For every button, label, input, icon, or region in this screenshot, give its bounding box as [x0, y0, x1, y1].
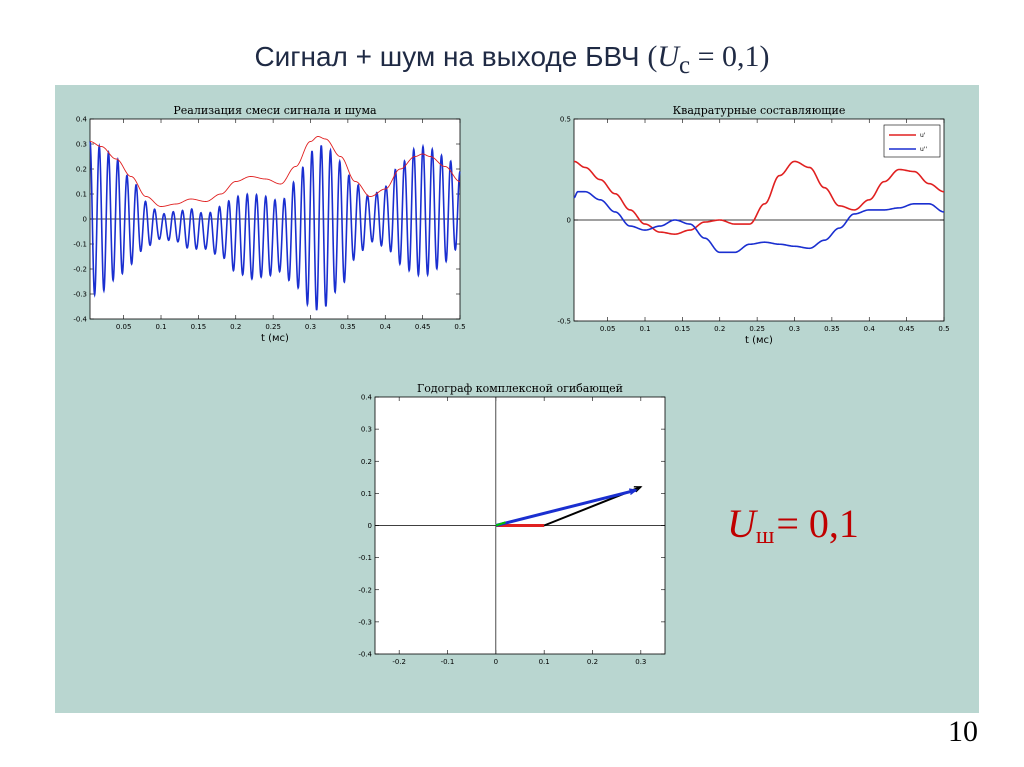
series-u2-line — [573, 190, 945, 254]
y-tick-label: -0.4 — [358, 651, 372, 659]
vector-origin — [495, 521, 506, 527]
x-tick-label: 0.5 — [938, 325, 949, 333]
x-tick-label: 0.4 — [864, 325, 876, 333]
noise-level-label: Uш= 0,1 — [727, 500, 859, 550]
y-tick-label: 0.2 — [361, 458, 372, 466]
legend-label: u'' — [920, 146, 927, 153]
y-tick-label: 0.3 — [76, 141, 87, 149]
y-tick-label: 0 — [567, 217, 571, 225]
x-tick-label: 0.25 — [749, 325, 765, 333]
x-tick-label: 0.1 — [155, 323, 166, 331]
x-tick-label: 0.1 — [639, 325, 650, 333]
x-tick-label: 0.45 — [415, 323, 431, 331]
y-tick-label: 0.1 — [361, 490, 372, 498]
x-tick-label: 0.35 — [824, 325, 840, 333]
x-tick-label: 0.25 — [265, 323, 281, 331]
x-tick-label: 0.2 — [587, 658, 598, 666]
formula-equation: = 0,1) — [690, 40, 770, 73]
y-tick-label: 0.4 — [76, 116, 88, 124]
y-tick-label: 0 — [83, 216, 87, 224]
envelope-curve — [89, 136, 461, 207]
y-tick-label: -0.5 — [557, 318, 571, 326]
x-tick-label: 0 — [494, 658, 498, 666]
signal-noise-realization-chart: Реализация смеси сигнала и шума 0.05 0.1 0.… — [73, 104, 465, 344]
chart-title: Реализация смеси сигнала и шума — [173, 104, 377, 117]
y-tick-label: 0.2 — [76, 166, 87, 174]
signal-curve — [89, 141, 461, 311]
y-tick-label: -0.3 — [358, 618, 372, 626]
x-tick-label: 0.2 — [230, 323, 241, 331]
x-tick-label: -0.2 — [392, 658, 406, 666]
x-axis-label: t (мс) — [261, 333, 289, 344]
y-tick-label: -0.3 — [73, 291, 87, 299]
slide-title: Сигнал + шум на выходе БВЧ (Uc = 0,1) — [0, 40, 1024, 80]
y-tick-label: -0.4 — [73, 316, 87, 324]
x-tick-label: 0.4 — [380, 323, 392, 331]
page-number: 10 — [948, 715, 978, 748]
arrowhead-sum — [628, 488, 638, 495]
chart-title: Годограф комплексной огибающей — [417, 382, 623, 395]
title-text: Сигнал + шум на выходе БВЧ — [254, 41, 640, 72]
legend-box — [883, 124, 941, 158]
vector-sum — [495, 488, 637, 527]
x-tick-label: 0.1 — [539, 658, 550, 666]
title-formula: (Uc = 0,1) — [647, 40, 770, 79]
y-tick-label: -0.1 — [73, 241, 87, 249]
noise-equation: = 0,1 — [776, 501, 859, 546]
x-tick-label: -0.1 — [441, 658, 455, 666]
x-tick-label: 0.45 — [899, 325, 915, 333]
x-tick-label: 0.2 — [714, 325, 725, 333]
noise-subscript: ш — [755, 523, 775, 549]
noise-variable: U — [727, 501, 756, 546]
formula-subscript: c — [679, 52, 691, 79]
y-tick-label: -0.2 — [73, 266, 87, 274]
y-tick-label: -0.2 — [358, 586, 372, 594]
y-tick-label: 0 — [368, 522, 372, 530]
y-tick-label: 0.3 — [361, 426, 372, 434]
x-tick-label: 0.35 — [340, 323, 356, 331]
x-tick-label: 0.5 — [454, 323, 465, 331]
arrowhead-noise — [633, 486, 643, 493]
x-tick-label: 0.3 — [789, 325, 800, 333]
y-tick-label: 0.4 — [361, 394, 373, 402]
quadrature-components-chart: Квадратурные составляющие 0.05 0.1 0.15 0.2 0… — [557, 104, 949, 346]
series-u1-line — [573, 160, 945, 235]
y-tick-label: -0.1 — [358, 554, 372, 562]
x-tick-label: 0.05 — [116, 323, 132, 331]
x-tick-label: 0.3 — [305, 323, 316, 331]
complex-envelope-hodograph-chart: Годограф комплексной огибающей -0.2 -0.1 0 0… — [358, 382, 666, 666]
x-tick-label: 0.15 — [191, 323, 207, 331]
legend-label: u' — [920, 132, 926, 139]
x-tick-label: 0.15 — [675, 325, 691, 333]
y-tick-label: 0.1 — [76, 191, 87, 199]
chart-title: Квадратурные составляющие — [673, 104, 846, 117]
x-tick-label: 0.05 — [600, 325, 616, 333]
formula-variable: U — [657, 40, 680, 73]
y-tick-label: 0.5 — [560, 116, 571, 124]
x-axis-label: t (мс) — [745, 335, 773, 346]
x-tick-label: 0.3 — [635, 658, 646, 666]
